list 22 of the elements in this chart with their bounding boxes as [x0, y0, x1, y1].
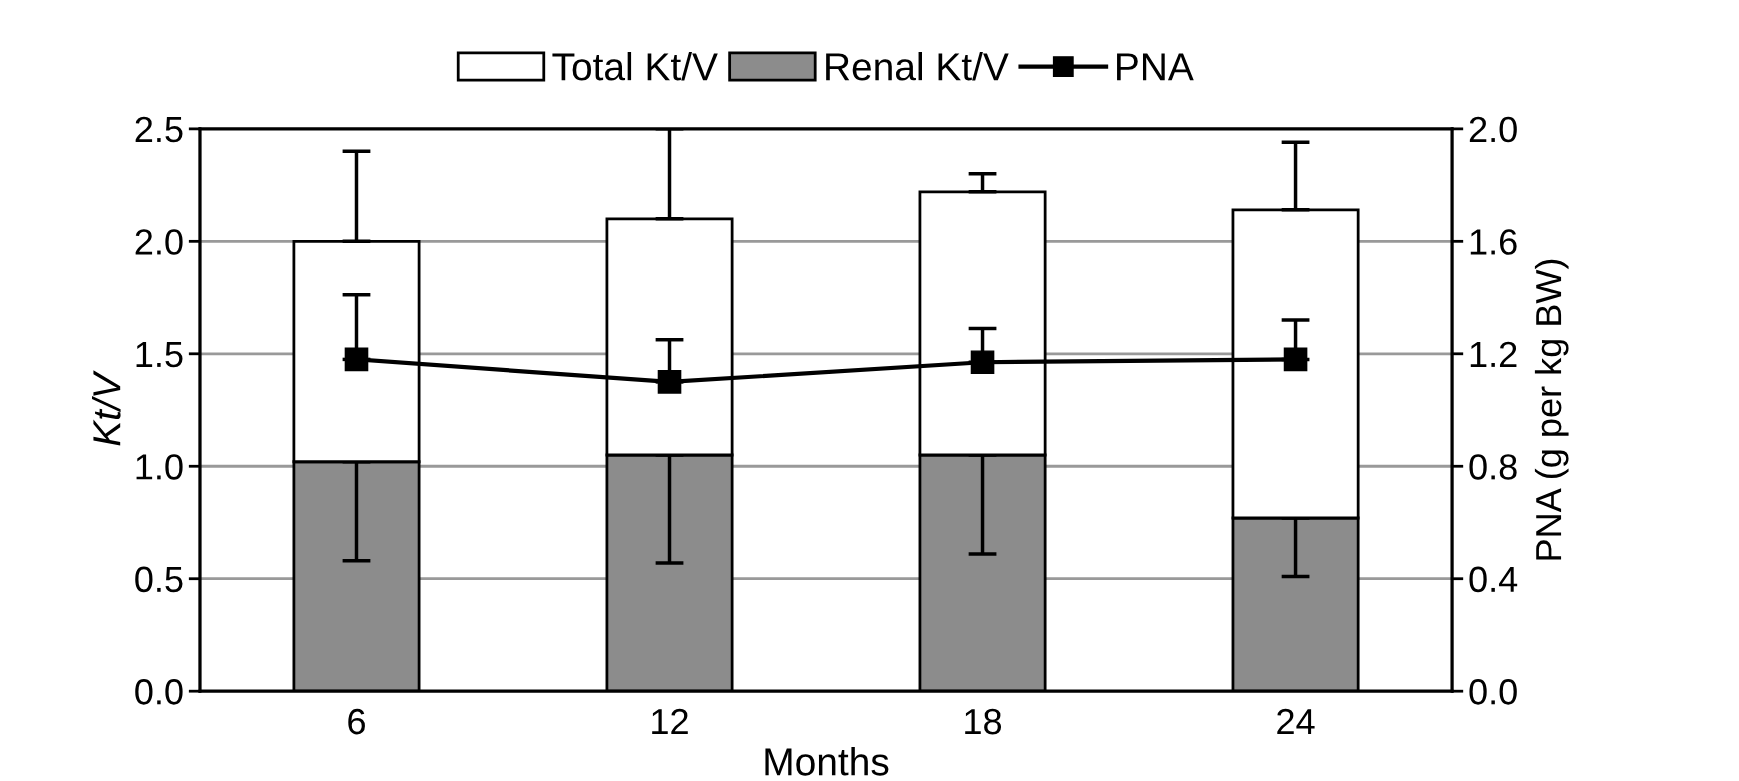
y-tick-label: 1.5 — [136, 342, 183, 368]
legend-label: Renal Kt/V — [826, 51, 1009, 81]
y-tick-label: 0.0 — [135, 679, 183, 705]
y2-tick-label: 1.2 — [1470, 341, 1517, 367]
y2-tick-label: 1.6 — [1470, 229, 1517, 255]
x-axis-title: Months — [765, 747, 889, 776]
x-tick-label: 24 — [1277, 708, 1315, 735]
legend-label: PNA — [1117, 53, 1194, 81]
y2-axis-title: PNA (g per kg BW) — [1534, 259, 1569, 560]
legend-label: Total Kt/V — [552, 51, 718, 81]
y-tick-label: 2.0 — [135, 229, 183, 255]
y-tick-label: 0.5 — [135, 566, 183, 593]
y-tick-label: 1.0 — [136, 454, 183, 480]
y-tick-label: 2.5 — [135, 116, 183, 143]
y-axis-title: Kt/V — [92, 370, 121, 446]
x-tick-label: 18 — [965, 708, 1002, 735]
y2-tick-label: 0.8 — [1469, 454, 1517, 480]
x-tick-label: 12 — [652, 708, 688, 735]
y2-tick-label: 0.0 — [1469, 679, 1517, 705]
x-tick-label: 6 — [348, 708, 365, 735]
y2-tick-label: 0.4 — [1469, 566, 1518, 593]
y2-tick-label: 2.0 — [1469, 116, 1517, 143]
